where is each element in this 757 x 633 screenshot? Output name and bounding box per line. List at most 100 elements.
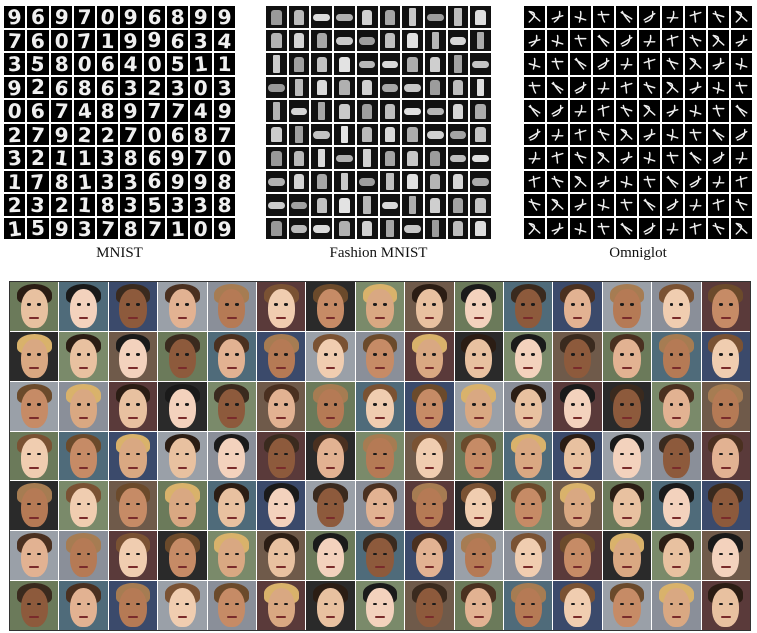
mnist-digit: 1 [6, 217, 24, 240]
face-mouth [523, 367, 534, 369]
fashion-item-tile [356, 147, 378, 169]
omniglot-character-tile [708, 194, 729, 216]
face-head [613, 538, 641, 578]
fashion-item-tile [379, 29, 401, 51]
mnist-digit-tile: 1 [97, 29, 119, 51]
mnist-digit: 1 [7, 170, 23, 193]
face-eye [274, 602, 279, 606]
mnist-digit-tile: 0 [143, 53, 166, 75]
face-eye [719, 502, 723, 506]
face-sample-tile [454, 431, 503, 481]
face-eye [185, 602, 190, 606]
face-mouth [572, 616, 583, 619]
mnist-digit: 0 [193, 76, 209, 99]
mnist-digit-tile: 2 [27, 147, 49, 169]
face-eye [234, 353, 239, 356]
mnist-digit: 7 [147, 100, 162, 122]
fashion-item-tile [379, 100, 401, 122]
mnist-digit: 8 [217, 194, 232, 216]
mnist-digit: 0 [99, 6, 117, 28]
face-sample-tile [405, 431, 454, 481]
face-eye [422, 453, 427, 456]
face-eye [432, 303, 437, 306]
omniglot-character-tile [639, 123, 660, 145]
fashion-item-tile [447, 123, 469, 145]
omniglot-character-tile [639, 147, 660, 169]
mnist-digit-tile: 9 [213, 100, 235, 122]
face-eye [333, 403, 338, 406]
mnist-digit: 0 [53, 29, 69, 52]
face-mouth [622, 317, 632, 320]
mnist-digit: 7 [29, 123, 46, 146]
face-eye [185, 353, 190, 356]
face-sample-tile [158, 381, 207, 431]
mnist-digit: 9 [216, 217, 233, 240]
face-eye [629, 403, 634, 406]
face-mouth [671, 367, 682, 369]
mnist-digit-tile: 2 [97, 123, 119, 145]
mnist-digit-tile: 3 [120, 194, 142, 216]
face-head [465, 338, 493, 378]
face-sample-tile [602, 331, 652, 381]
face-mouth [622, 367, 632, 369]
face-head [712, 288, 740, 328]
face-eye [521, 303, 526, 306]
omniglot-character-tile [524, 147, 545, 169]
handwritten-character [551, 198, 564, 211]
face-eye [728, 403, 733, 406]
omniglot-character-tile [570, 194, 591, 216]
face-eye [679, 403, 684, 406]
mnist-digit: 3 [170, 76, 186, 99]
fashion-item-tile [470, 100, 491, 122]
face-head [168, 587, 196, 628]
mnist-digit-tile: 0 [50, 29, 72, 52]
face-eye [76, 403, 81, 406]
omniglot-character-tile [616, 53, 637, 75]
mnist-digit-tile: 8 [190, 123, 212, 145]
mnist-digit-tile: 3 [120, 76, 142, 98]
face-mouth [720, 416, 731, 419]
face-head [168, 288, 196, 328]
fashion-item-tile [334, 217, 355, 239]
mnist-digit-tile: 6 [50, 76, 72, 98]
handwritten-character [528, 10, 541, 23]
face-sample-tile [504, 381, 553, 431]
omniglot-character-tile [524, 53, 545, 75]
mnist-digit: 3 [29, 194, 46, 216]
face-mouth [29, 367, 40, 369]
face-eye [422, 502, 427, 506]
face-head [267, 288, 295, 328]
omniglot-character-tile [570, 170, 591, 192]
face-head [218, 538, 246, 578]
face-eye [225, 453, 229, 456]
face-mouth [276, 616, 287, 619]
omniglot-character-tile [547, 217, 568, 239]
face-eye [234, 453, 239, 456]
face-sample-tile [701, 531, 750, 581]
clothing-item-image [363, 149, 371, 167]
handwritten-character [735, 128, 748, 141]
face-mouth [473, 317, 484, 320]
face-sample-tile [355, 331, 405, 381]
handwritten-character [620, 198, 633, 211]
face-sample-tile [701, 481, 750, 531]
face-head [613, 388, 641, 428]
face-mouth [424, 367, 435, 369]
fashion-item-tile [288, 147, 310, 169]
clothing-item-image [452, 80, 464, 96]
mnist-digit: 2 [30, 76, 45, 98]
clothing-item-image [268, 178, 285, 186]
handwritten-character [666, 128, 679, 141]
face-eye [86, 303, 91, 306]
face-eye [629, 502, 634, 506]
clothing-item-image [381, 60, 399, 69]
face-sample-tile [553, 431, 602, 481]
mnist-digit-tile: 1 [73, 170, 96, 192]
face-mouth [78, 416, 89, 419]
omniglot-character-tile [616, 6, 637, 28]
handwritten-character [574, 57, 587, 70]
face-sample-tile [59, 331, 108, 381]
clothing-item-image [340, 172, 349, 191]
face-eye [373, 303, 378, 306]
face-sample-tile [504, 581, 553, 630]
